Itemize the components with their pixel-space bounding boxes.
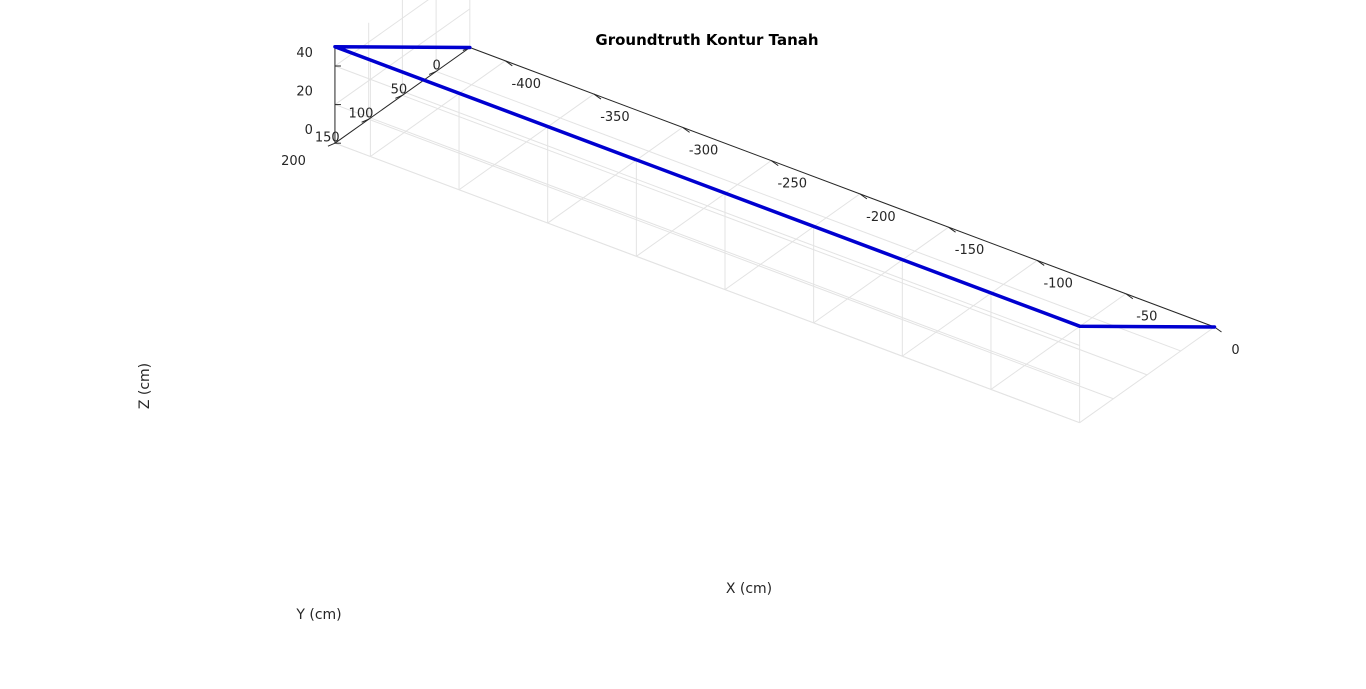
y-tick-label: 50 <box>391 82 408 97</box>
x-tick <box>948 226 956 233</box>
y-tick-label: 150 <box>315 130 340 145</box>
x-tick-label: -150 <box>955 243 985 258</box>
z-tick-label: 20 <box>296 85 313 100</box>
y-tick <box>361 118 369 123</box>
x-tick-label: 0 <box>1231 343 1239 358</box>
grid-line <box>368 118 1114 400</box>
grid-line <box>435 70 1181 352</box>
x-axis-line <box>469 47 1215 328</box>
x-tick-label: -100 <box>1043 276 1073 291</box>
grid-line <box>334 8 471 105</box>
x-axis-label: X (cm) <box>726 581 772 597</box>
y-tick <box>395 94 403 99</box>
x-tick-label: -350 <box>600 110 630 125</box>
series-line <box>333 44 1217 329</box>
x-tick <box>682 126 690 133</box>
x-tick <box>505 60 513 67</box>
grid-line <box>402 94 1148 376</box>
grid-line <box>334 65 1080 346</box>
z-tick-label: 40 <box>296 46 313 61</box>
tick-labels: -400 -350 -300 -250 -200 -150 -100 -50 0 0 50 100 15… <box>281 46 1240 358</box>
y-tick-label: 100 <box>349 106 374 121</box>
z-tick-label: 0 <box>305 123 313 138</box>
y-axis-label: Y (cm) <box>295 607 341 623</box>
y-tick-label: 200 <box>281 154 306 169</box>
grid-line <box>334 0 429 67</box>
series-layer <box>333 44 1217 329</box>
grid-line <box>334 142 1080 424</box>
x-tick-label: -250 <box>777 177 807 192</box>
x-tick <box>859 193 868 200</box>
x-tick <box>770 160 779 167</box>
axes <box>327 46 1222 333</box>
y-tick <box>428 70 437 75</box>
x-tick <box>1125 293 1134 300</box>
y-tick <box>327 142 336 147</box>
x-tick <box>1036 260 1045 266</box>
y-tick-label: 0 <box>433 58 441 73</box>
x-tick <box>593 93 602 100</box>
grid-line <box>334 104 1080 385</box>
x-tick-label: -300 <box>689 143 719 158</box>
chart-title: Groundtruth Kontur Tanah <box>595 31 818 49</box>
x-tick-label: -50 <box>1136 310 1157 325</box>
x-tick-label: -400 <box>512 77 542 92</box>
z-axis-label: Z (cm) <box>137 363 153 409</box>
x-tick-label: -200 <box>866 210 896 225</box>
